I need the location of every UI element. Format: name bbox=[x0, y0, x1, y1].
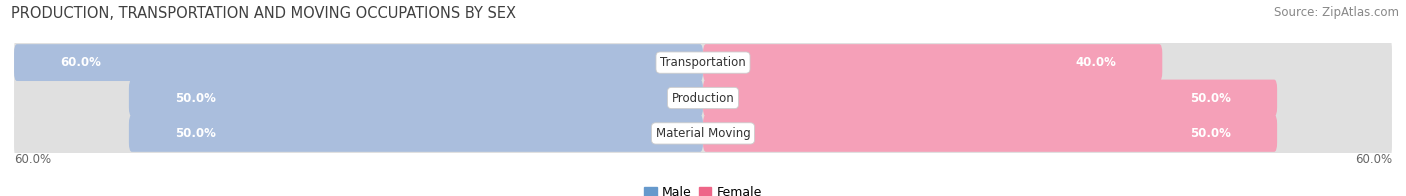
Text: Transportation: Transportation bbox=[661, 56, 745, 69]
FancyBboxPatch shape bbox=[14, 107, 1392, 160]
FancyBboxPatch shape bbox=[129, 115, 703, 152]
Text: Material Moving: Material Moving bbox=[655, 127, 751, 140]
Text: Production: Production bbox=[672, 92, 734, 104]
Text: Source: ZipAtlas.com: Source: ZipAtlas.com bbox=[1274, 6, 1399, 19]
Text: PRODUCTION, TRANSPORTATION AND MOVING OCCUPATIONS BY SEX: PRODUCTION, TRANSPORTATION AND MOVING OC… bbox=[11, 6, 516, 21]
Text: 60.0%: 60.0% bbox=[14, 152, 51, 166]
Text: 50.0%: 50.0% bbox=[174, 127, 215, 140]
Legend: Male, Female: Male, Female bbox=[640, 181, 766, 196]
Text: 50.0%: 50.0% bbox=[174, 92, 215, 104]
FancyBboxPatch shape bbox=[14, 72, 1392, 124]
FancyBboxPatch shape bbox=[129, 80, 703, 116]
Text: 40.0%: 40.0% bbox=[1076, 56, 1116, 69]
FancyBboxPatch shape bbox=[703, 115, 1277, 152]
FancyBboxPatch shape bbox=[14, 44, 703, 81]
Text: 60.0%: 60.0% bbox=[1355, 152, 1392, 166]
Text: 50.0%: 50.0% bbox=[1191, 127, 1232, 140]
FancyBboxPatch shape bbox=[703, 80, 1277, 116]
Text: 50.0%: 50.0% bbox=[1191, 92, 1232, 104]
Text: 60.0%: 60.0% bbox=[60, 56, 101, 69]
FancyBboxPatch shape bbox=[703, 44, 1163, 81]
FancyBboxPatch shape bbox=[14, 36, 1392, 89]
